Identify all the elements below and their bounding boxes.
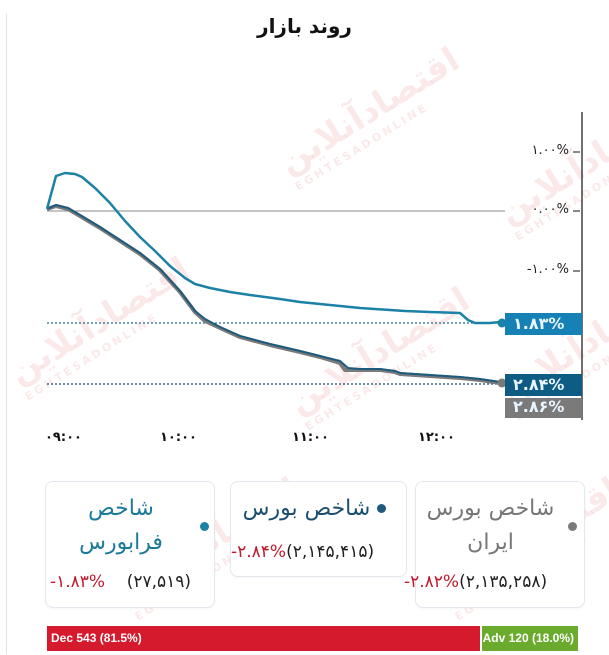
iran-end-label: ۲.۸۶%: [505, 398, 582, 418]
frame-border: [6, 14, 7, 654]
bourse-end-label: ۲.۸۴%: [505, 374, 582, 396]
bourse-value: (۲,۱۴۵,۴۱۵): [286, 542, 375, 562]
y-tick-label: ۱.۰۰%: [531, 143, 569, 158]
bourse-change: -۲.۸۴%: [231, 542, 287, 562]
legend-card-farabourse[interactable]: شاخص فرابورس -۱.۸۳% (۲۷,۵۱۹): [45, 481, 215, 608]
decliners-segment: Dec 543 (81.5%): [47, 626, 480, 651]
bourse-name: شاخص بورس: [242, 496, 371, 521]
legend-card-bourse[interactable]: شاخص بورس -۲.۸۴%(۲,۱۴۵,۴۱۵): [230, 481, 407, 577]
chart-title: روند بازار: [257, 14, 352, 38]
x-tick-label: ۰۹:۰۰: [45, 430, 82, 445]
bourse-index-line: [46, 204, 501, 383]
iran-legend-dot: [568, 522, 577, 531]
farabourse-legend-dot: [200, 522, 209, 531]
iran-end-marker: [497, 378, 507, 388]
y-tick-label: ۰.۰۰%: [531, 202, 569, 217]
x-tick-label: ۱۱:۰۰: [292, 430, 329, 445]
farabourse-value: (۲۷,۵۱۹): [126, 572, 192, 592]
market-breadth-bar: Dec 543 (81.5%) Adv 120 (18.0%): [47, 626, 578, 651]
y-tick-label: -۱.۰۰%: [526, 262, 569, 277]
legend-card-iran[interactable]: شاخص بورس ایران -۲.۸۲%(۲,۱۳۵,۲۵۸): [404, 481, 585, 608]
farabourse-values: -۱.۸۳% (۲۷,۵۱۹): [50, 572, 191, 592]
farabourse-change: -۱.۸۳%: [50, 572, 106, 592]
bourse-end-label-text: ۲.۸۴%: [513, 375, 565, 394]
x-tick-label: ۱۲:۰۰: [418, 430, 455, 445]
breadth-divider: [480, 626, 482, 651]
farabourse-end-marker: [497, 318, 507, 328]
line-chart: [45, 112, 583, 420]
farabourse-end-label-text: ۱.۸۳%: [513, 314, 565, 333]
iran-index-line: [46, 204, 501, 385]
farabourse-end-label: ۱.۸۳%: [505, 313, 582, 335]
iran-value: (۲,۱۳۵,۲۵۸): [459, 572, 548, 592]
farabourse-index-line: [45, 171, 501, 325]
x-tick-label: ۱۰:۰۰: [160, 430, 197, 445]
iran-values: -۲.۸۲%(۲,۱۳۵,۲۵۸): [404, 572, 547, 592]
iran-change: -۲.۸۲%: [404, 572, 460, 592]
iran-name: شاخص بورس ایران: [426, 496, 555, 555]
bourse-values: -۲.۸۴%(۲,۱۴۵,۴۱۵): [231, 542, 374, 562]
advancers-segment: Adv 120 (18.0%): [482, 626, 578, 651]
bourse-legend-dot: [377, 504, 386, 513]
farabourse-name: شاخص فرابورس: [79, 496, 163, 555]
iran-end-label-text: ۲.۸۶%: [513, 397, 565, 416]
